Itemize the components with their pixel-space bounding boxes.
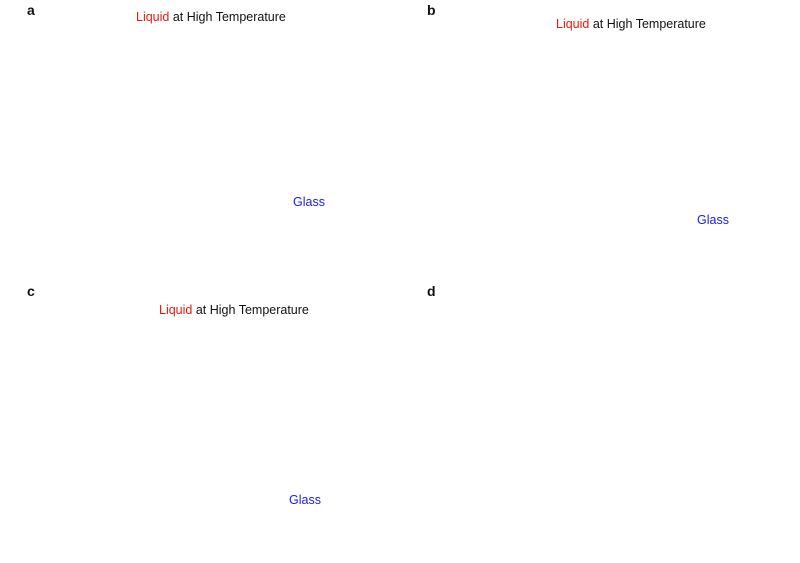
liquid-word: Liquid [136, 10, 170, 24]
liquid-at-high-temperature-label: Liquid at High Temperature [136, 10, 286, 24]
glass-label: Glass [289, 493, 321, 507]
liquid-at-high-temperature-label: Liquid at High Temperature [556, 17, 706, 31]
liquid-rest: at High Temperature [169, 10, 286, 24]
liquid-word: Liquid [556, 17, 590, 31]
panel-c: c Liquid at High Temperature Glass [0, 281, 400, 563]
panel-a: a Liquid at High Temperature Glass [0, 0, 400, 282]
liquid-rest: at High Temperature [589, 17, 706, 31]
panel-a-letter: a [27, 2, 35, 18]
liquid-at-high-temperature-label: Liquid at High Temperature [159, 303, 309, 317]
liquid-word: Liquid [159, 303, 193, 317]
panel-d: d [400, 281, 800, 563]
panel-b: b Liquid at High Temperature Glass [400, 0, 800, 282]
glass-label: Glass [697, 213, 729, 227]
glass-label: Glass [293, 195, 325, 209]
panel-c-letter: c [27, 283, 35, 299]
liquid-rest: at High Temperature [192, 303, 309, 317]
panel-b-letter: b [427, 2, 436, 18]
panel-d-letter: d [427, 283, 436, 299]
panel-d-plot [400, 281, 700, 431]
